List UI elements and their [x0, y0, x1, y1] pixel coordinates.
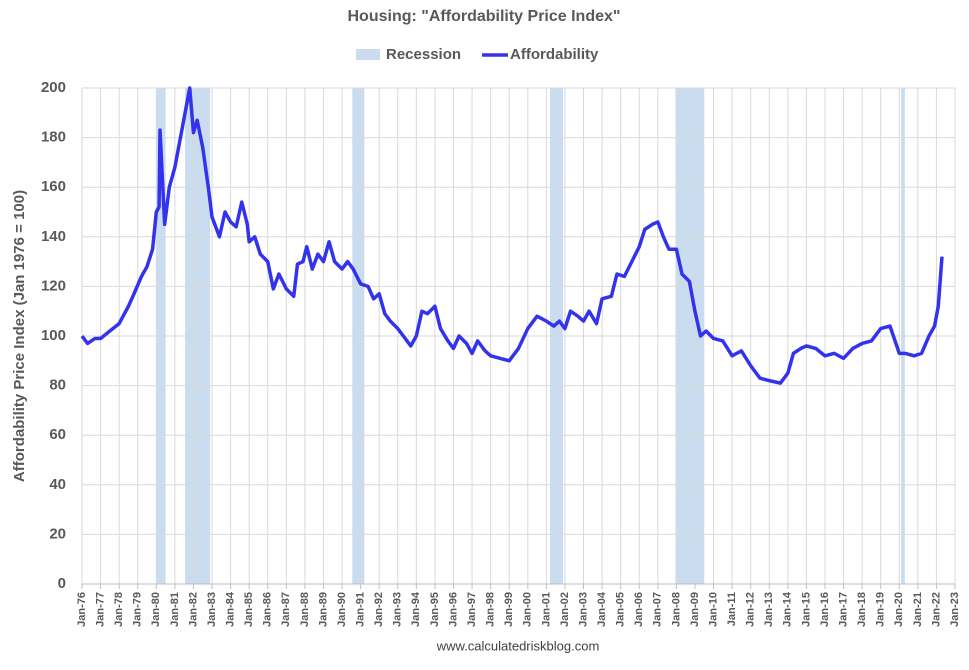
x-tick-label: Jan-13: [763, 592, 775, 627]
x-tick-label: Jan-10: [707, 592, 719, 627]
y-tick-label: 60: [49, 426, 66, 443]
x-tick-label: Jan-93: [392, 592, 404, 627]
legend-label: Affordability: [510, 46, 599, 63]
x-tick-label: Jan-08: [670, 592, 682, 627]
x-tick-label: Jan-00: [522, 592, 534, 627]
x-tick-label: Jan-05: [615, 592, 627, 627]
x-tick-label: Jan-23: [949, 592, 961, 627]
y-tick-label: 140: [41, 228, 66, 245]
x-tick-label: Jan-14: [782, 591, 794, 627]
x-tick-label: Jan-96: [447, 592, 459, 627]
y-axis-label: Affordability Price Index (Jan 1976 = 10…: [11, 190, 28, 482]
x-tick-label: Jan-12: [745, 592, 757, 627]
legend-swatch: [356, 49, 380, 60]
data-line: [80, 86, 944, 385]
x-tick-label: Jan-90: [336, 592, 348, 627]
x-tick-label: Jan-81: [169, 592, 181, 627]
x-tick-label: Jan-94: [410, 591, 422, 627]
source: www.calculatedriskblog.com: [436, 638, 600, 653]
x-tick-label: Jan-88: [299, 592, 311, 627]
x-tick-label: Jan-03: [577, 592, 589, 627]
x-tick-label: Jan-83: [206, 592, 218, 627]
y-tick-label: 180: [41, 129, 66, 146]
x-tick-label: Jan-06: [633, 592, 645, 627]
x-tick-label: Jan-98: [485, 592, 497, 627]
x-tick-label: Jan-92: [373, 592, 385, 627]
x-tick-label: Jan-91: [355, 592, 367, 627]
y-tick-label: 120: [41, 277, 66, 294]
x-tick-label: Jan-97: [466, 592, 478, 627]
x-tick-label: Jan-89: [317, 592, 329, 627]
x-tick-label: Jan-86: [262, 592, 274, 627]
x-tick-label: Jan-87: [280, 592, 292, 627]
x-tick-label: Jan-01: [540, 592, 552, 627]
x-tick-label: Jan-76: [76, 592, 88, 627]
x-tick-label: Jan-95: [429, 592, 441, 627]
x-tick-label: Jan-78: [113, 592, 125, 627]
x-tick-label: Jan-17: [837, 592, 849, 627]
chart-title: Housing: "Affordability Price Index": [348, 8, 621, 25]
y-tick-label: 200: [41, 79, 66, 96]
x-tick-label: Jan-77: [94, 592, 106, 627]
x-tick-label: Jan-18: [856, 592, 868, 627]
y-tick-label: 80: [49, 377, 66, 394]
y-tick-label: 20: [49, 525, 66, 542]
y-tick-label: 40: [49, 476, 66, 493]
legend-label: Recession: [386, 46, 461, 63]
x-tick-label: Jan-20: [893, 592, 905, 627]
x-tick-label: Jan-82: [187, 592, 199, 627]
x-tick-label: Jan-15: [800, 592, 812, 627]
x-tick-label: Jan-85: [243, 592, 255, 627]
x-tick-label: Jan-09: [689, 592, 701, 627]
x-tick-label: Jan-21: [912, 592, 924, 627]
x-tick-label: Jan-99: [503, 592, 515, 627]
y-tick-label: 100: [41, 327, 66, 344]
x-tick-label: Jan-02: [559, 592, 571, 627]
x-tick-label: Jan-79: [132, 592, 144, 627]
x-tick-label: Jan-22: [930, 592, 942, 627]
x-tick-label: Jan-84: [225, 591, 237, 627]
y-tick-label: 160: [41, 178, 66, 195]
x-tick-label: Jan-80: [150, 592, 162, 627]
x-tick-label: Jan-11: [726, 592, 738, 626]
x-tick-label: Jan-07: [652, 592, 664, 627]
y-tick-label: 0: [58, 575, 66, 592]
x-tick-label: Jan-04: [596, 591, 608, 627]
x-tick-label: Jan-19: [875, 592, 887, 627]
x-tick-label: Jan-16: [819, 592, 831, 627]
